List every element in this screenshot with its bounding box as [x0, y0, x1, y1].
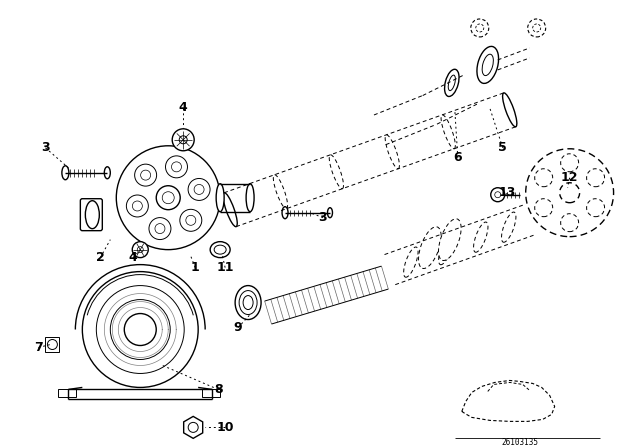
Ellipse shape [223, 193, 237, 227]
Circle shape [587, 169, 605, 187]
Text: 6: 6 [454, 151, 462, 164]
Ellipse shape [438, 219, 461, 261]
Text: 5: 5 [499, 141, 507, 154]
Ellipse shape [404, 247, 418, 277]
Bar [58, 389, 76, 397]
Text: 2: 2 [96, 251, 105, 264]
Text: 13: 13 [499, 186, 516, 199]
Ellipse shape [216, 184, 224, 212]
Text: 4: 4 [129, 251, 138, 264]
Circle shape [156, 186, 180, 210]
Circle shape [534, 199, 553, 217]
Text: 8: 8 [214, 383, 223, 396]
Circle shape [561, 154, 579, 172]
Ellipse shape [62, 166, 69, 180]
Ellipse shape [502, 93, 517, 127]
Text: 26103135: 26103135 [501, 438, 538, 447]
Circle shape [180, 209, 202, 231]
Circle shape [116, 146, 220, 250]
Circle shape [132, 241, 148, 258]
FancyBboxPatch shape [81, 199, 102, 231]
Text: 1: 1 [191, 261, 200, 274]
Ellipse shape [477, 47, 499, 83]
Circle shape [172, 129, 194, 151]
Text: 3: 3 [41, 141, 50, 154]
Circle shape [166, 156, 188, 178]
Text: 4: 4 [179, 101, 188, 114]
Ellipse shape [210, 241, 230, 258]
Ellipse shape [474, 222, 488, 252]
Ellipse shape [502, 212, 516, 242]
Polygon shape [184, 416, 203, 438]
Circle shape [134, 164, 157, 186]
Text: 11: 11 [216, 261, 234, 274]
Ellipse shape [85, 201, 99, 228]
Ellipse shape [438, 234, 453, 265]
Ellipse shape [419, 227, 441, 268]
Circle shape [83, 271, 198, 388]
Circle shape [126, 195, 148, 217]
Circle shape [149, 218, 171, 240]
Ellipse shape [282, 207, 288, 219]
Circle shape [559, 183, 580, 202]
Circle shape [124, 314, 156, 345]
Ellipse shape [328, 208, 333, 218]
Ellipse shape [246, 184, 254, 212]
Ellipse shape [104, 167, 110, 179]
Circle shape [587, 199, 605, 217]
Text: 10: 10 [216, 421, 234, 434]
Text: 7: 7 [34, 341, 43, 354]
Ellipse shape [235, 285, 261, 319]
Text: 9: 9 [234, 321, 243, 334]
Circle shape [491, 188, 505, 202]
Circle shape [179, 136, 187, 144]
Bar [202, 389, 220, 397]
Circle shape [534, 169, 553, 187]
Circle shape [188, 178, 210, 200]
Text: 12: 12 [561, 171, 579, 184]
Ellipse shape [445, 69, 459, 96]
Circle shape [525, 149, 614, 237]
Text: 3: 3 [319, 211, 327, 224]
Circle shape [561, 214, 579, 232]
